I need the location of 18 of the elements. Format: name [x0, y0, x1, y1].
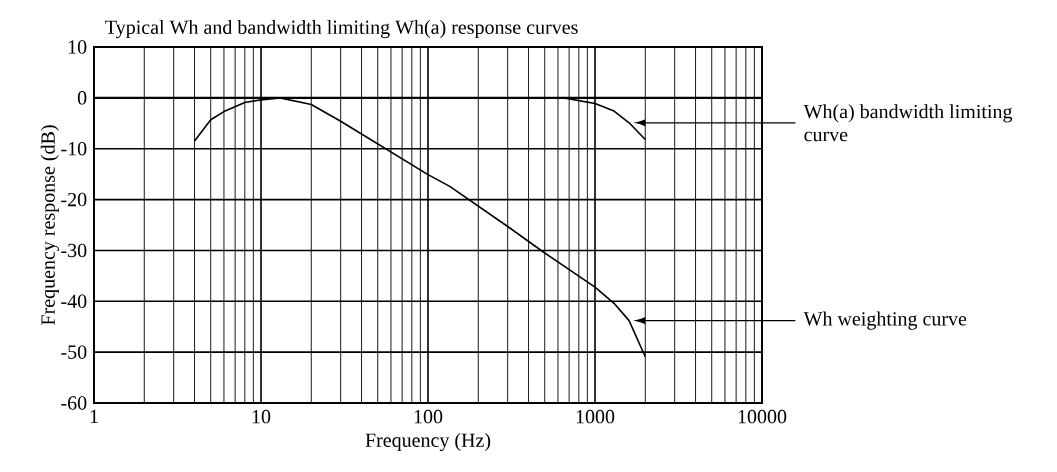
text: Wh(a) bandwidth limiting curve	[803, 104, 1013, 142]
y-tick-label: 10	[68, 40, 87, 54]
x-tick-label: 1000	[576, 409, 615, 424]
x-axis-title: Frequency (Hz)	[365, 432, 491, 452]
y-tick-label: -50	[61, 345, 87, 359]
x-tick-label: 100	[414, 409, 443, 424]
y-tick-label: -40	[61, 294, 87, 309]
y-tick-label: 0	[77, 91, 87, 105]
y-axis-title: Frequency response (dB)	[40, 125, 59, 325]
y-tick-label: -30	[61, 243, 87, 258]
y-tick-label: -20	[61, 192, 87, 207]
y-tick-label: -10	[61, 141, 87, 156]
y-tick-label: -60	[61, 396, 87, 410]
text: Wh weighting curve	[803, 311, 967, 330]
chart-title: Typical Wh and bandwidth limiting Wh(a) response curves	[105, 19, 578, 39]
x-tick-label: 10000	[738, 409, 787, 424]
x-tick-label: 1	[90, 409, 98, 424]
x-tick-label: 10	[252, 409, 271, 424]
